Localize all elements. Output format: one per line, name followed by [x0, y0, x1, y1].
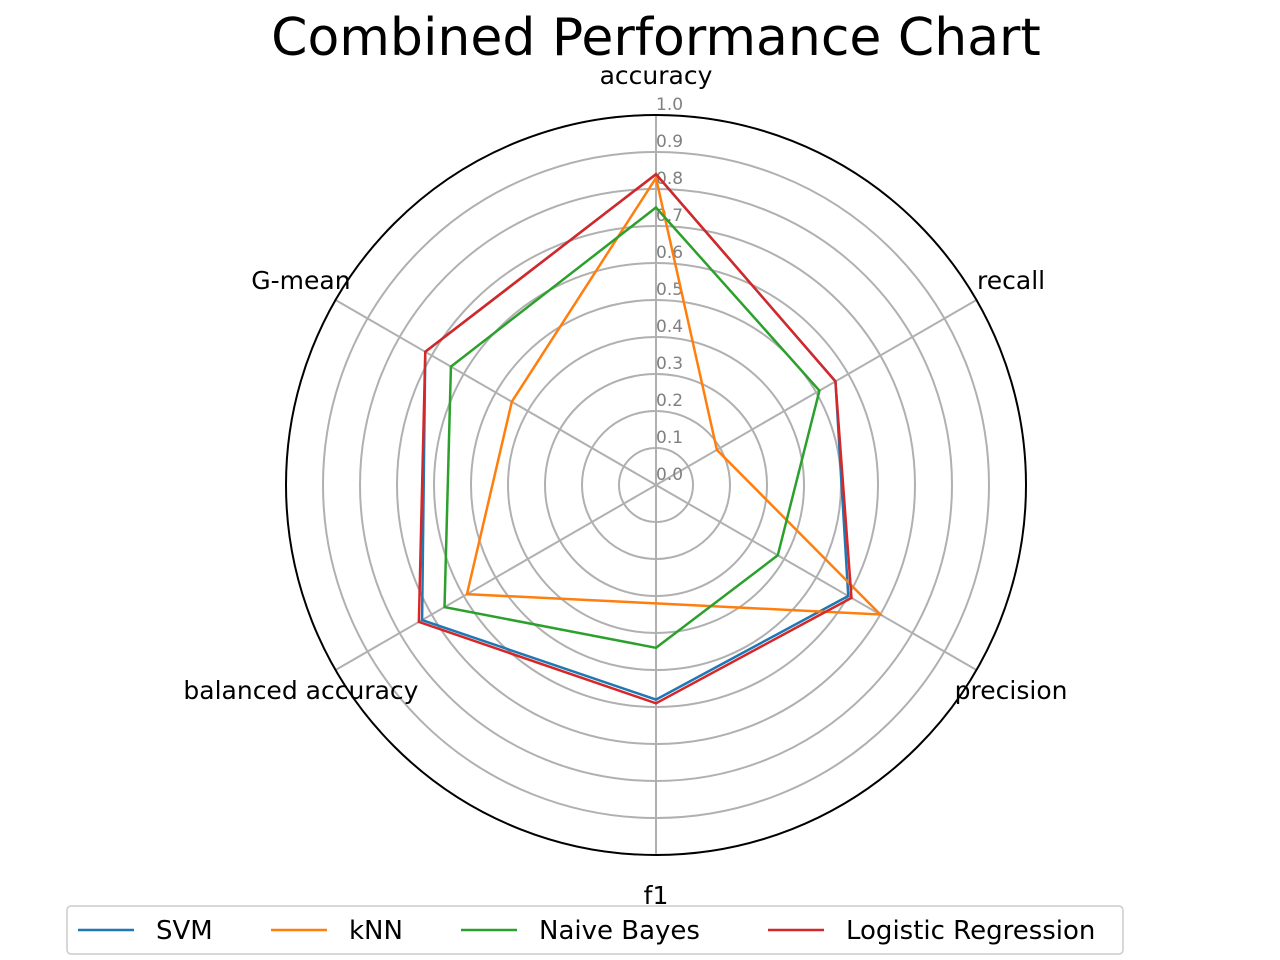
legend: SVM kNN Naive Bayes Logistic Regression: [66, 905, 1124, 955]
axis-label-recall: recall: [977, 266, 1045, 295]
axis-labels: accuracy recall precision f1 balanced accura…: [183, 61, 1067, 910]
tick-label: 0.6: [656, 243, 683, 263]
tick-label: 0.9: [656, 132, 683, 152]
axis-label-accuracy: accuracy: [600, 61, 713, 90]
axis-label-f1: f1: [644, 881, 669, 910]
tick-label: 0.1: [656, 428, 683, 448]
outer-frame: [285, 114, 1027, 856]
tick-label: 0.2: [656, 391, 683, 411]
series-line-knn: [465, 174, 884, 616]
radial-tick-labels: 0.00.10.20.30.40.50.60.70.80.91.0: [656, 95, 683, 485]
tick-label: 0.3: [656, 354, 683, 374]
axis-label-balanced-accuracy: balanced accuracy: [183, 676, 418, 705]
spoke-line: [655, 299, 977, 486]
series-line-svm: [420, 172, 850, 701]
tick-label: 1.0: [656, 95, 683, 115]
series-lines: [417, 172, 884, 705]
tick-label: 0.5: [656, 280, 683, 300]
legend-label-knn: kNN: [349, 916, 403, 946]
chart-title: Combined Performance Chart: [271, 8, 1041, 68]
axis-label-precision: precision: [955, 676, 1068, 705]
spoke-line: [335, 299, 657, 486]
tick-label: 0.8: [656, 169, 683, 189]
spoke-line: [335, 484, 657, 671]
legend-frame: [66, 905, 1124, 955]
spoke-line: [655, 484, 977, 671]
tick-label: 0.0: [656, 465, 683, 485]
legend-label-svm: SVM: [156, 916, 213, 946]
axis-label-g-mean: G-mean: [251, 266, 350, 295]
tick-label: 0.4: [656, 317, 683, 337]
radar-grid: [285, 114, 1027, 856]
series-line-naive-bayes: [443, 205, 821, 650]
series-line-logistic-regression: [417, 172, 853, 705]
legend-label-naive-bayes: Naive Bayes: [539, 916, 700, 946]
legend-label-logistic-regression: Logistic Regression: [846, 916, 1095, 946]
